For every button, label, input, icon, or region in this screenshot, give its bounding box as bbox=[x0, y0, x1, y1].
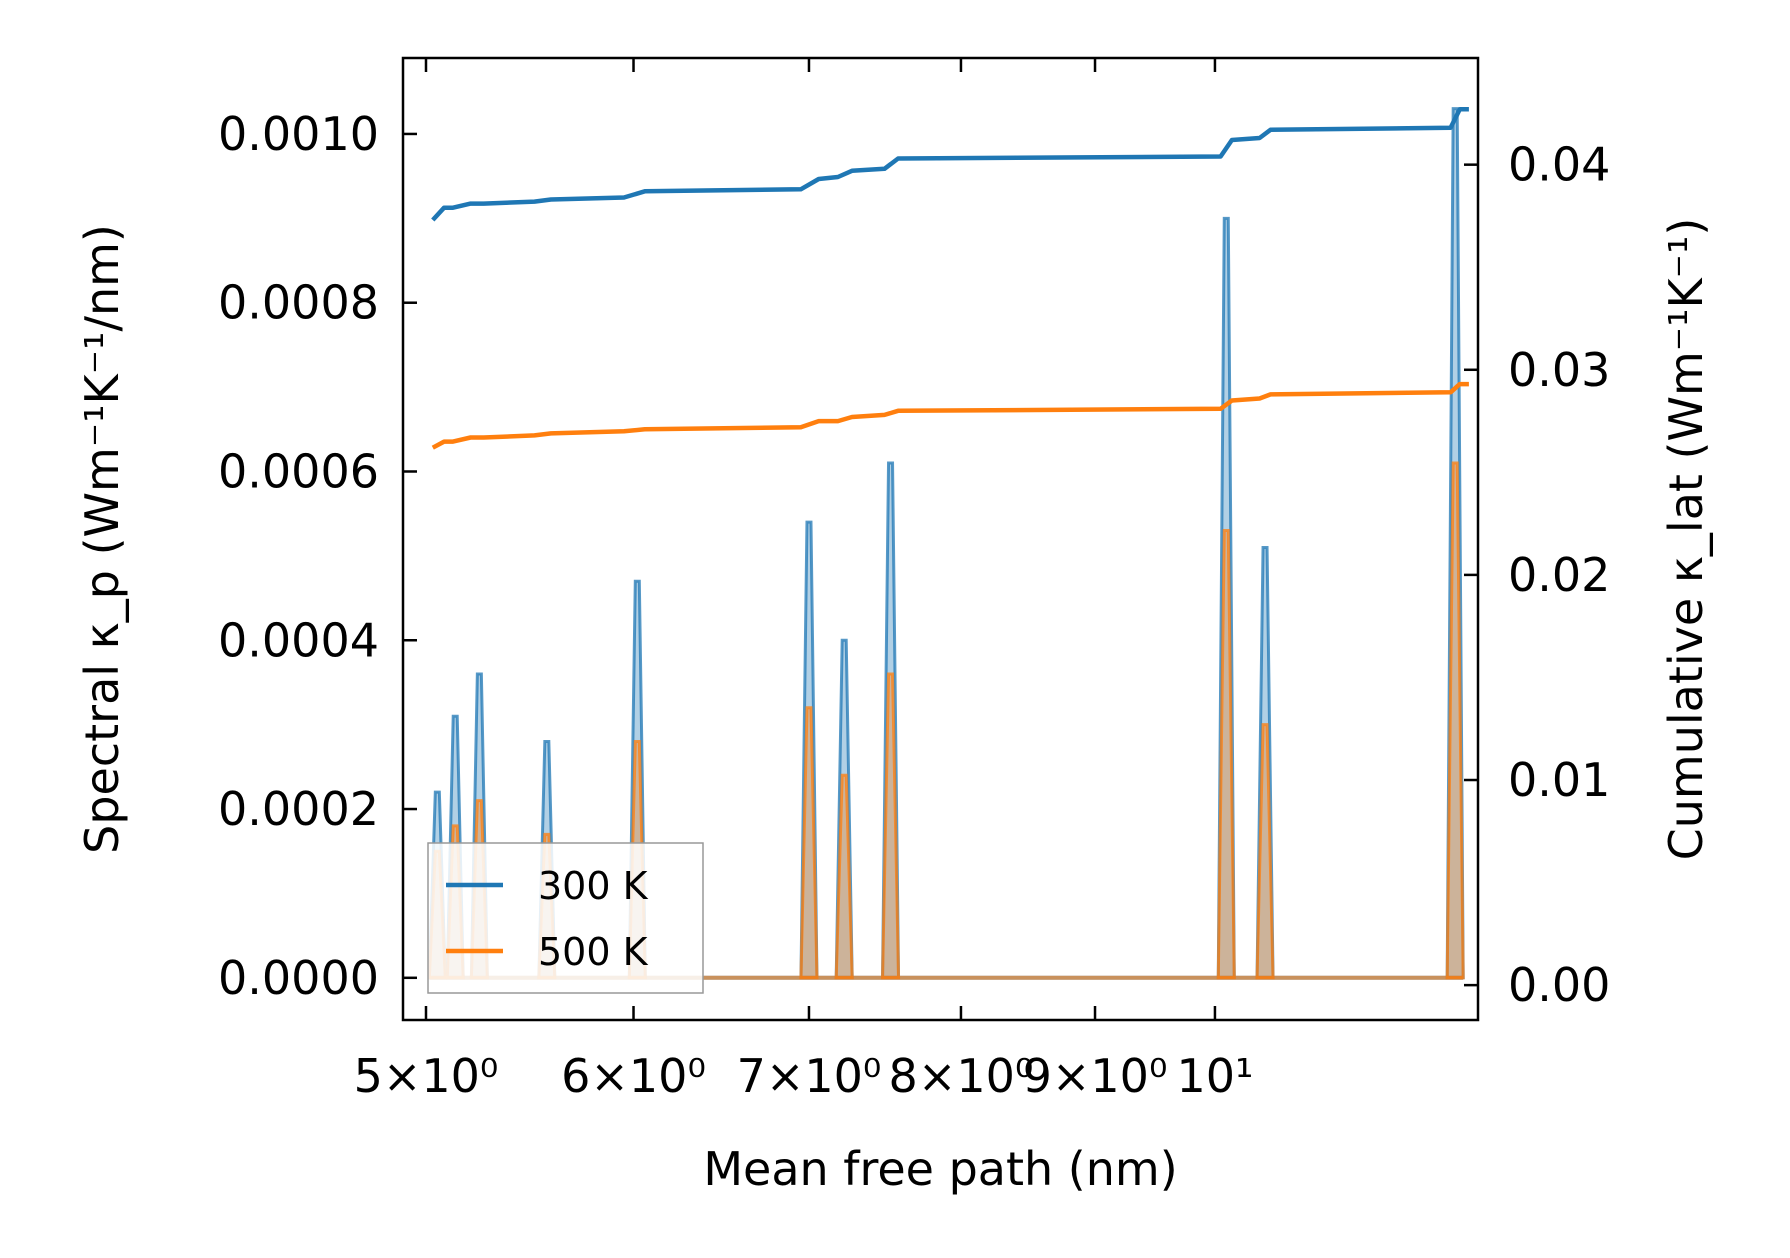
y-tick-label-right: 0.00 bbox=[1508, 958, 1610, 1012]
spectral-peak bbox=[1216, 529, 1236, 980]
legend-label: 300 K bbox=[538, 864, 649, 908]
y-tick-label-left: 0.0000 bbox=[218, 951, 379, 1005]
y-tick-label-left: 0.0008 bbox=[218, 276, 379, 330]
y-tick-label-left: 0.0002 bbox=[218, 782, 379, 836]
y-tick-label-right: 0.01 bbox=[1508, 753, 1610, 807]
spectral-peak bbox=[834, 773, 854, 980]
y-tick-label-left: 0.0010 bbox=[218, 107, 379, 161]
legend-box bbox=[427, 842, 704, 994]
x-tick-label: 9×10⁰ bbox=[1023, 1049, 1168, 1103]
y-tick-label-left: 0.0006 bbox=[218, 444, 379, 498]
plot-frame bbox=[401, 56, 1480, 1022]
spectral-peak bbox=[1445, 461, 1465, 980]
x-tick-label: 5×10⁰ bbox=[354, 1049, 499, 1103]
spectral-peak bbox=[881, 672, 901, 980]
spectral-peak bbox=[799, 706, 819, 980]
x-tick-label: 7×10⁰ bbox=[737, 1049, 882, 1103]
cumulative-line-500-k bbox=[431, 381, 1469, 450]
x-tick-label: 10¹ bbox=[1176, 1049, 1253, 1103]
cumulative-line-300-k bbox=[431, 107, 1469, 222]
x-axis-label: Mean free path (nm) bbox=[703, 1142, 1177, 1196]
y-tick-label-left: 0.0004 bbox=[218, 613, 379, 667]
y-tick-label-right: 0.02 bbox=[1508, 548, 1610, 602]
y-tick-label-right: 0.03 bbox=[1508, 343, 1610, 397]
y-tick-label-right: 0.04 bbox=[1508, 138, 1610, 192]
legend: 300 K 500 K bbox=[427, 842, 704, 994]
cumulative-series-layer bbox=[431, 107, 1469, 450]
axes-layer: 0.0000 0.0002 0.0004 0.0006 0.0008 0.0010 0.00… bbox=[75, 56, 1713, 1196]
x-tick-label: 8×10⁰ bbox=[889, 1049, 1034, 1103]
x-tick-label: 6×10⁰ bbox=[561, 1049, 706, 1103]
legend-label: 500 K bbox=[538, 930, 649, 974]
y-axis-label-right: Cumulative κ_lat (Wm⁻¹K⁻¹) bbox=[1659, 218, 1713, 861]
y-axis-label-left: Spectral κ_p (Wm⁻¹K⁻¹/nm) bbox=[75, 224, 129, 854]
spectral-peak bbox=[1255, 723, 1275, 980]
